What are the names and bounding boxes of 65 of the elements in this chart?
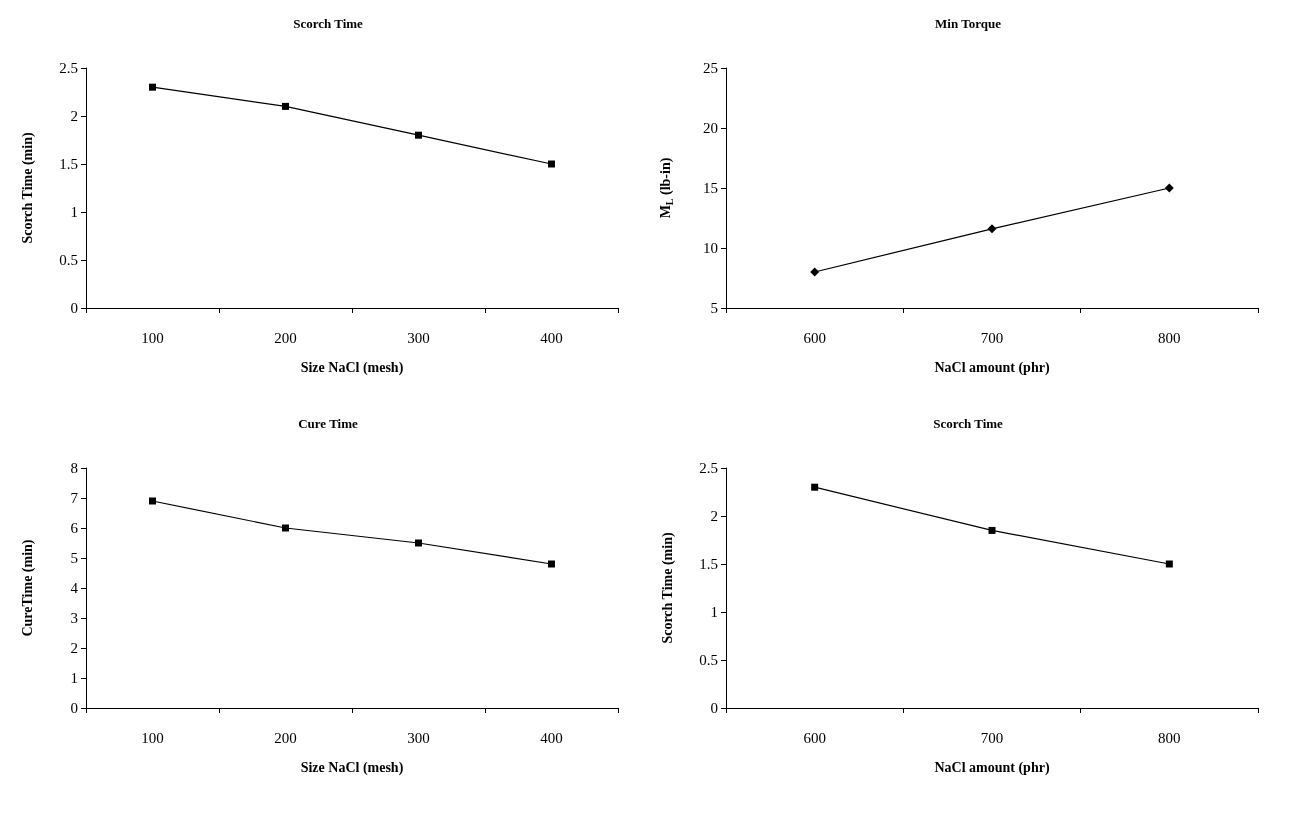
x-tick-label: 200 bbox=[274, 729, 297, 746]
y-tick-label: 0.5 bbox=[59, 252, 78, 268]
x-tick-label: 700 bbox=[980, 729, 1004, 746]
x-tick-label: 300 bbox=[407, 729, 430, 746]
point bbox=[1165, 560, 1173, 568]
chart-title: Scorch Time bbox=[293, 16, 364, 31]
point bbox=[987, 224, 997, 234]
point bbox=[811, 483, 819, 491]
y-tick-label: 1 bbox=[70, 670, 78, 686]
point bbox=[282, 524, 289, 532]
y-tick-label: 0 bbox=[70, 300, 78, 316]
chart-title: Cure Time bbox=[298, 416, 359, 431]
y-tick-label: 2.5 bbox=[699, 460, 718, 476]
y-tick-label: 0 bbox=[70, 700, 78, 716]
x-tick-label: 100 bbox=[141, 729, 164, 746]
y-tick-label: 20 bbox=[703, 120, 718, 136]
y-tick-label: 4 bbox=[70, 580, 79, 596]
chart-title: Scorch Time bbox=[933, 416, 1004, 431]
y-tick-label: 25 bbox=[703, 60, 718, 76]
y-axis-title: CureTime (min) bbox=[19, 539, 36, 637]
x-tick-label: 300 bbox=[407, 329, 430, 346]
x-tick-label: 800 bbox=[1158, 329, 1181, 346]
x-tick-label: 200 bbox=[274, 329, 297, 346]
point bbox=[149, 497, 156, 505]
x-axis-title: Size NaCl (mesh) bbox=[300, 359, 404, 376]
x-tick-label: 600 bbox=[803, 329, 826, 346]
point bbox=[988, 526, 996, 534]
point bbox=[548, 560, 555, 568]
point bbox=[548, 160, 555, 168]
point bbox=[415, 539, 422, 547]
y-tick-label: 0.5 bbox=[699, 652, 718, 668]
x-tick-label: 100 bbox=[141, 329, 164, 346]
y-tick-label: 10 bbox=[703, 240, 718, 256]
point bbox=[810, 267, 820, 277]
y-tick-label: 1.5 bbox=[699, 556, 718, 572]
x-tick-label: 600 bbox=[803, 729, 826, 746]
y-tick-label: 1 bbox=[70, 204, 78, 220]
y-tick-label: 0 bbox=[710, 700, 718, 716]
y-tick-label: 8 bbox=[70, 460, 78, 476]
x-axis-title: Size NaCl (mesh) bbox=[300, 759, 404, 776]
y-tick-label: 3 bbox=[70, 610, 78, 626]
y-tick-label: 2.5 bbox=[59, 60, 78, 76]
x-axis-title: NaCl amount (phr) bbox=[934, 759, 1050, 776]
point bbox=[282, 102, 289, 110]
point bbox=[1164, 183, 1174, 193]
y-tick-label: 1.5 bbox=[59, 156, 78, 172]
y-tick-label: 5 bbox=[70, 550, 78, 566]
x-tick-label: 800 bbox=[1158, 729, 1181, 746]
y-axis-title: Scorch Time (min) bbox=[659, 532, 676, 644]
y-tick-label: 2 bbox=[710, 508, 718, 524]
chart-title: Min Torque bbox=[935, 16, 1002, 31]
y-tick-label: 15 bbox=[703, 180, 718, 196]
y-tick-label: 2 bbox=[70, 640, 78, 656]
x-tick-label: 700 bbox=[980, 329, 1004, 346]
point bbox=[149, 83, 156, 91]
point bbox=[415, 131, 422, 139]
y-tick-label: 5 bbox=[710, 300, 718, 316]
x-axis-title: NaCl amount (phr) bbox=[934, 359, 1050, 376]
y-tick-label: 2 bbox=[70, 108, 78, 124]
y-axis-title: Scorch Time (min) bbox=[19, 132, 36, 244]
x-tick-label: 400 bbox=[540, 329, 563, 346]
y-tick-label: 1 bbox=[710, 604, 718, 620]
y-tick-label: 6 bbox=[70, 520, 79, 536]
x-tick-label: 400 bbox=[540, 729, 563, 746]
y-tick-label: 7 bbox=[70, 490, 79, 506]
